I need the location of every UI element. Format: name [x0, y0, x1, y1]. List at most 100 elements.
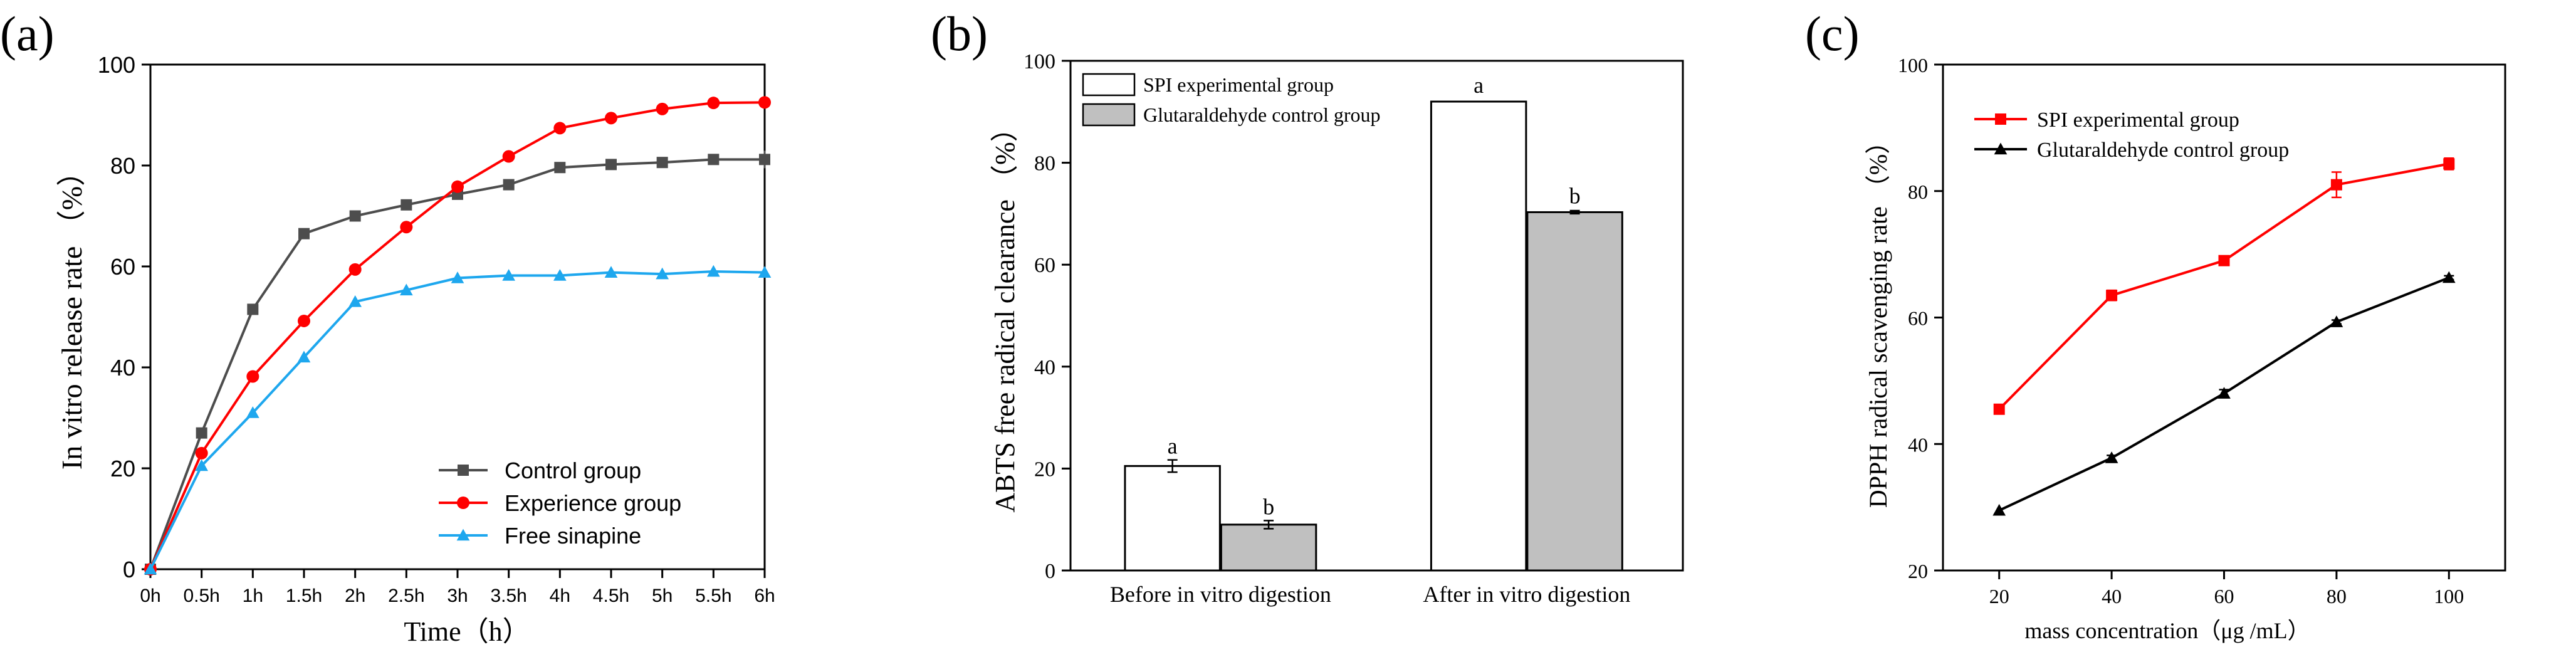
- panel-c-x-axis-label: mass concentration（μg /mL）: [2024, 618, 2310, 643]
- panel-c-x-tick-label: 40: [2102, 585, 2122, 607]
- panel-a-y-tick-label: 60: [110, 254, 135, 280]
- panel-a-data-point: [401, 199, 412, 211]
- panel-c-legend-marker: [1995, 113, 2006, 125]
- panel-b-significance-letter: a: [1474, 73, 1484, 98]
- panel-a-x-tick-label: 0.5h: [183, 586, 219, 606]
- panel-a-legend-marker: [458, 465, 469, 476]
- panel-a-y-tick-label: 80: [110, 153, 135, 179]
- panel-b-abts-chart: (b) ABTS free radical clearance （%） 0 20 4…: [931, 6, 1684, 607]
- panel-a-data-point: [707, 97, 720, 110]
- panel-b-label: (b): [931, 6, 988, 61]
- panel-b-plot-frame: [1069, 60, 1684, 572]
- panel-b-y-axis-label: ABTS free radical clearance （%）: [990, 114, 1020, 512]
- panel-a-data-point: [247, 303, 259, 315]
- panel-a-data-point: [195, 446, 208, 460]
- panel-b-x-tick-label-0: Before in vitro digestion: [1110, 582, 1331, 607]
- panel-b-y-tick-label: 80: [1034, 152, 1055, 176]
- panel-b-y-tick-label: 100: [1024, 50, 1055, 73]
- panel-a-data-point: [451, 180, 464, 193]
- panel-a-y-tick-label: 100: [98, 52, 135, 78]
- panel-c-x-tick-label: 60: [2214, 585, 2234, 607]
- panel-a-data-point: [656, 102, 669, 115]
- panel-a-data-point: [553, 122, 567, 135]
- panel-a-x-axis-label: Time（h）: [404, 616, 530, 647]
- panel-a-x-tick-label: 3.5h: [490, 586, 526, 606]
- panel-a-data-point: [554, 162, 566, 174]
- panel-a-data-point: [195, 459, 209, 471]
- panel-a-data-point: [604, 266, 618, 278]
- panel-c-data-point: [2330, 315, 2343, 327]
- panel-c-y-axis-label: DPPH radical scavenging rate （%）: [1864, 129, 1892, 508]
- panel-a-data-point: [349, 210, 361, 222]
- panel-b-significance-letter: b: [1263, 494, 1274, 519]
- panel-a-x-tick-label: 1.5h: [286, 586, 322, 606]
- panel-c-data-point: [2330, 179, 2342, 191]
- panel-a-y-axis-label: In vitro release rate （%）: [56, 157, 88, 470]
- panel-a-label: (a): [0, 6, 55, 61]
- panel-a-data-point: [708, 154, 720, 166]
- panel-a-data-point: [297, 350, 311, 363]
- panel-a-release-chart: (a) In vitro release rate （%） Time（h） 0 2…: [0, 6, 775, 647]
- panel-a-data-point: [348, 295, 362, 307]
- panel-c-x-tick-label: 100: [2434, 585, 2464, 607]
- panel-c-y-tick-label: 100: [1898, 54, 1928, 76]
- panel-a-data-point: [706, 265, 720, 277]
- panel-a-y-tick-label: 40: [110, 355, 135, 381]
- panel-a-x-tick-label: 5.5h: [695, 586, 731, 606]
- panel-a-legend-marker: [457, 497, 469, 509]
- panel-c-data-point: [2443, 158, 2455, 170]
- panel-b-legend-swatch: [1082, 73, 1136, 97]
- panel-b-significance-letter: a: [1168, 434, 1178, 459]
- panel-a-series-line-2: [149, 270, 765, 570]
- panel-a-x-tick-label: 4h: [550, 586, 570, 606]
- panel-a-data-point: [502, 150, 515, 163]
- panel-c-x-tick-label: 80: [2327, 585, 2347, 607]
- panel-c-dpph-chart: (c) DPPH radical scavenging rate （%） mas…: [1805, 6, 2506, 643]
- panel-b-bar: [1124, 465, 1221, 572]
- panel-c-y-tick-label: 80: [1908, 181, 1928, 203]
- panel-a-data-point: [246, 406, 259, 418]
- panel-a-data-point: [605, 112, 617, 125]
- panel-b-y-tick-label: 20: [1034, 458, 1055, 481]
- panel-b-y-tick-label: 0: [1045, 560, 1055, 583]
- panel-b-significance-letter: b: [1569, 183, 1581, 208]
- panel-c-data-point: [2217, 387, 2231, 399]
- panel-b-bar: [1526, 211, 1623, 572]
- panel-a-x-tick-label: 5h: [652, 586, 673, 606]
- panel-a-x-tick-label: 0h: [140, 586, 160, 606]
- panel-c-y-tick-label: 20: [1908, 560, 1928, 582]
- panel-c-y-tick-label: 60: [1908, 307, 1928, 330]
- panel-a-data-point: [451, 271, 464, 283]
- panel-a-data-point: [553, 269, 567, 281]
- panel-a-data-point: [758, 96, 771, 109]
- panel-a-data-point: [656, 157, 668, 169]
- panel-c-legend-label-0: SPI experimental group: [2037, 108, 2239, 132]
- panel-a-data-point: [605, 159, 617, 171]
- panel-c-data-point: [2442, 271, 2456, 283]
- panel-c-data-point: [2105, 451, 2118, 463]
- panel-a-x-tick-label: 1h: [243, 586, 263, 606]
- panel-b-legend-label-1: Glutaraldehyde control group: [1143, 103, 1381, 126]
- panel-c-x-tick-label: 20: [1989, 585, 2009, 607]
- panel-a-x-tick-label: 2.5h: [388, 586, 424, 606]
- panel-a-legend-marker: [456, 528, 470, 541]
- panel-a-x-tick-label: 3h: [447, 586, 468, 606]
- panel-c-series-line-0: [1998, 162, 2449, 411]
- panel-a-data-point: [502, 269, 516, 281]
- panel-a-data-point: [246, 370, 259, 383]
- panel-c-legend-label-1: Glutaraldehyde control group: [2037, 139, 2289, 162]
- panel-b-legend-label-0: SPI experimental group: [1143, 73, 1334, 96]
- panel-a-legend-label-1: Experience group: [505, 490, 681, 516]
- panel-a-x-tick-label: 6h: [754, 586, 775, 606]
- panel-a-x-tick-label: 2h: [345, 586, 365, 606]
- panel-a-legend-label-0: Control group: [505, 458, 641, 483]
- panel-a-data-point: [348, 263, 362, 276]
- panel-a-data-point: [298, 314, 310, 327]
- panel-a-data-point: [196, 427, 207, 439]
- panel-b-y-tick-label: 40: [1034, 356, 1055, 379]
- panel-b-bar: [1430, 100, 1527, 572]
- panel-a-data-point: [758, 266, 772, 278]
- panel-b-bar: [1220, 523, 1317, 572]
- panel-b-x-tick-label-1: After in vitro digestion: [1423, 582, 1630, 607]
